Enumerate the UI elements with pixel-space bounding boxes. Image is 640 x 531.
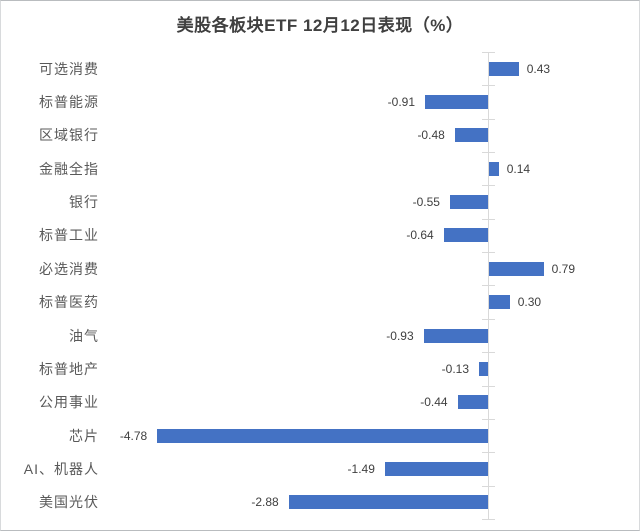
axis-tick bbox=[482, 219, 495, 220]
value-label: -0.93 bbox=[386, 329, 414, 343]
axis-tick bbox=[482, 119, 495, 120]
category-label: 银行 bbox=[69, 194, 99, 210]
bar bbox=[424, 329, 488, 343]
axis-tick bbox=[482, 185, 495, 186]
axis-tick bbox=[482, 85, 495, 86]
bar bbox=[489, 62, 519, 76]
bar bbox=[450, 195, 488, 209]
category-label: 标普地产 bbox=[39, 361, 99, 377]
value-label: -0.55 bbox=[412, 195, 440, 209]
axis-tick bbox=[482, 452, 495, 453]
axis-tick bbox=[482, 419, 495, 420]
axis-tick bbox=[482, 386, 495, 387]
category-label: 区域银行 bbox=[39, 127, 99, 143]
value-label: -0.64 bbox=[406, 228, 434, 242]
category-label: 金融全指 bbox=[39, 161, 99, 177]
value-label: -0.91 bbox=[387, 95, 416, 109]
axis-tick bbox=[482, 352, 495, 353]
value-label: -4.78 bbox=[119, 429, 148, 443]
axis-tick bbox=[482, 52, 495, 53]
bar bbox=[489, 162, 499, 176]
category-label: 可选消费 bbox=[39, 61, 99, 77]
category-label: 标普医药 bbox=[39, 294, 99, 310]
axis-tick bbox=[482, 519, 495, 520]
bar bbox=[455, 128, 488, 142]
category-label: 标普工业 bbox=[39, 227, 99, 243]
value-label: -1.49 bbox=[347, 462, 375, 476]
value-label: -0.13 bbox=[441, 362, 470, 376]
bar bbox=[157, 429, 488, 443]
axis-tick bbox=[482, 252, 495, 253]
bar bbox=[425, 95, 488, 109]
bar bbox=[479, 362, 488, 376]
value-label: 0.79 bbox=[551, 262, 576, 276]
value-label: -0.48 bbox=[417, 128, 445, 142]
category-label: 油气 bbox=[69, 328, 99, 344]
value-label: 0.30 bbox=[517, 295, 542, 309]
chart-title: 美股各板块ETF 12月12日表现（%） bbox=[176, 16, 464, 35]
value-label: -2.88 bbox=[251, 495, 279, 509]
bar bbox=[289, 495, 488, 509]
axis-tick bbox=[482, 486, 495, 487]
value-label: 0.14 bbox=[506, 162, 531, 176]
axis-tick bbox=[482, 319, 495, 320]
axis-tick bbox=[482, 152, 495, 153]
value-label: -0.44 bbox=[420, 395, 448, 409]
category-label: 美国光伏 bbox=[39, 494, 99, 510]
category-label: 公用事业 bbox=[39, 394, 99, 410]
category-label: 标普能源 bbox=[39, 94, 99, 110]
bar bbox=[385, 462, 488, 476]
bar bbox=[489, 262, 544, 276]
bar bbox=[458, 395, 488, 409]
category-label: 芯片 bbox=[69, 428, 99, 444]
bar bbox=[444, 228, 488, 242]
bar bbox=[489, 295, 510, 309]
axis-tick bbox=[482, 285, 495, 286]
category-label: AI、机器人 bbox=[23, 461, 99, 477]
value-label: 0.43 bbox=[526, 62, 551, 76]
category-label: 必选消费 bbox=[39, 261, 99, 277]
